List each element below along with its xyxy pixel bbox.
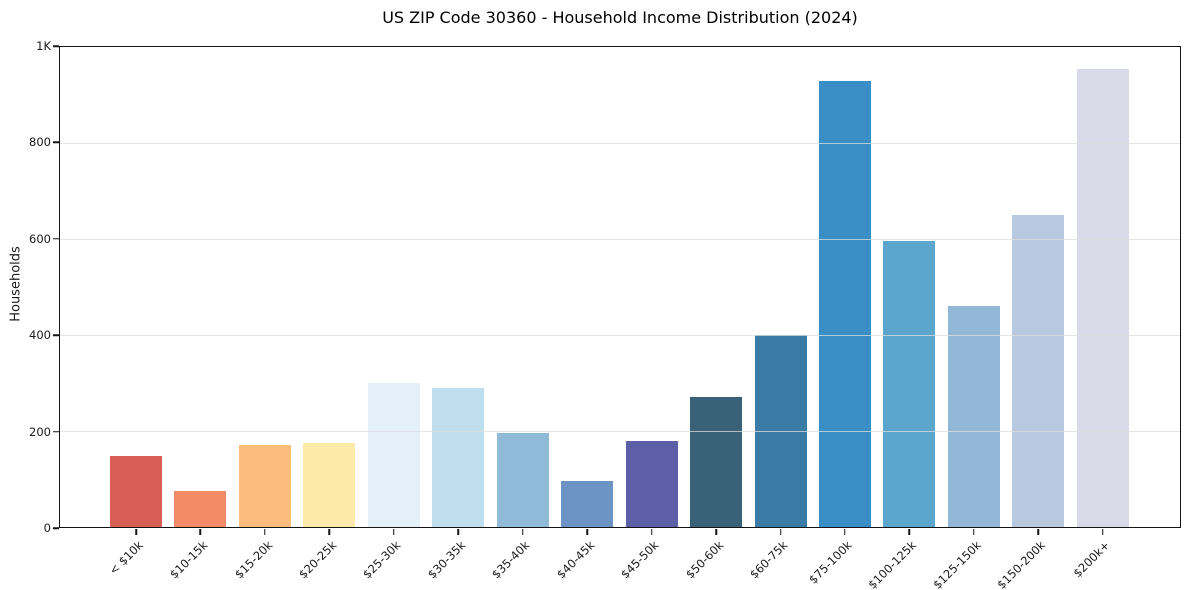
y-tick-label-200: 200	[29, 424, 51, 439]
x-tick-label: $60-75k	[747, 538, 791, 582]
x-tick-mark	[328, 529, 331, 535]
x-tick-mark	[779, 529, 782, 535]
y-tick-mark-1K	[53, 45, 59, 47]
bar-slot: $15-20k	[231, 47, 291, 581]
x-tick-label: $75-100k	[806, 538, 855, 587]
x-tick-label: $45-50k	[618, 538, 662, 582]
bar-$150-200k	[1012, 215, 1065, 527]
gridline-400	[60, 334, 1180, 336]
x-tick-label: $30-35k	[424, 538, 469, 582]
x-tick-label: $15-20k	[231, 538, 275, 582]
bar-slot: $30-35k	[425, 47, 485, 581]
x-tick-mark	[135, 529, 137, 535]
gridline-600	[60, 238, 1180, 240]
bar-slot: $150-200k	[994, 47, 1065, 590]
plot-area: < $10k $10-15k $15-20k $20-25k $25-30k $30-35…	[59, 46, 1181, 590]
bar-< $10k	[110, 455, 162, 527]
gridline-200	[60, 430, 1180, 432]
x-tick-label: $100-125k	[865, 538, 920, 590]
x-tick-label: $200k+	[1070, 538, 1113, 581]
x-tick-mark	[908, 529, 911, 535]
bar-slot: $20-25k	[296, 47, 356, 581]
bar-slot: $40-45k	[554, 47, 614, 581]
x-tick-mark	[1037, 529, 1040, 535]
x-tick-label: $25-30k	[360, 538, 404, 582]
y-tick-mark-0	[53, 527, 59, 529]
bar-$45-50k	[625, 440, 678, 527]
bar-slot: $45-50k	[618, 47, 678, 581]
x-tick-label: $40-45k	[553, 538, 598, 582]
bar-$75-100k	[818, 80, 871, 527]
x-tick-mark	[844, 529, 846, 535]
x-tick-mark	[457, 529, 460, 535]
bar-slot: $50-60k	[683, 47, 743, 581]
x-tick-mark	[586, 529, 588, 535]
x-tick-label: $20-25k	[295, 538, 340, 582]
bar-$30-35k	[432, 387, 485, 527]
x-tick-mark	[715, 529, 717, 535]
gridline-800	[60, 142, 1180, 144]
x-tick-label: $10-15k	[166, 538, 211, 582]
bar-slot: $10-15k	[167, 47, 227, 581]
x-tick-mark	[1102, 529, 1104, 535]
x-tick-mark	[973, 529, 975, 535]
bar-$50-60k	[690, 397, 743, 527]
y-axis-tick-marks	[53, 45, 59, 529]
y-tick-mark-200	[53, 430, 59, 433]
x-tick-label: $125-150k	[930, 538, 984, 590]
bar-$25-30k	[367, 383, 420, 527]
bar-$20-25k	[303, 443, 356, 527]
bar-slot: < $10k	[106, 47, 162, 578]
bar-slot: $200k+	[1071, 47, 1129, 580]
y-tick-label-800: 800	[29, 135, 51, 150]
bar-$40-45k	[561, 481, 614, 527]
y-tick-label-600: 600	[29, 231, 51, 246]
x-tick-label: $35-40k	[489, 538, 533, 582]
bars-layer: < $10k $10-15k $15-20k $20-25k $25-30k $30-35…	[60, 47, 1180, 590]
x-tick-label: < $10k	[106, 538, 146, 578]
x-tick-label: $150-200k	[994, 538, 1049, 590]
bar-slot: $75-100k	[806, 47, 871, 587]
bar-$35-40k	[496, 433, 549, 527]
bar-slot: $25-30k	[360, 47, 420, 581]
bar-$125-150k	[947, 306, 1000, 527]
y-axis-tick-labels: 0 200 400 600 800 1K	[0, 39, 51, 535]
bar-slot: $125-150k	[930, 47, 1000, 590]
bar-slot: $35-40k	[489, 47, 549, 581]
chart-title: US ZIP Code 30360 - Household Income Dis…	[382, 8, 858, 27]
y-tick-mark-400	[53, 334, 59, 336]
y-tick-label-400: 400	[29, 328, 51, 343]
bar-$100-125k	[883, 241, 936, 527]
x-tick-mark	[521, 529, 524, 535]
y-tick-label-1K: 1K	[36, 39, 51, 53]
x-tick-mark	[650, 529, 653, 535]
x-tick-label: $50-60k	[682, 538, 726, 582]
y-tick-label-0: 0	[43, 521, 51, 535]
bar-$10-15k	[174, 491, 227, 527]
x-tick-mark	[264, 529, 266, 535]
bar-$200k+	[1076, 68, 1129, 527]
bar-$15-20k	[238, 445, 291, 527]
y-tick-mark-800	[53, 141, 59, 144]
bar-slot: $60-75k	[747, 47, 807, 581]
x-tick-mark	[393, 529, 395, 535]
bar-slot: $100-125k	[866, 47, 936, 590]
y-tick-mark-600	[53, 238, 59, 240]
x-tick-mark	[199, 529, 202, 535]
